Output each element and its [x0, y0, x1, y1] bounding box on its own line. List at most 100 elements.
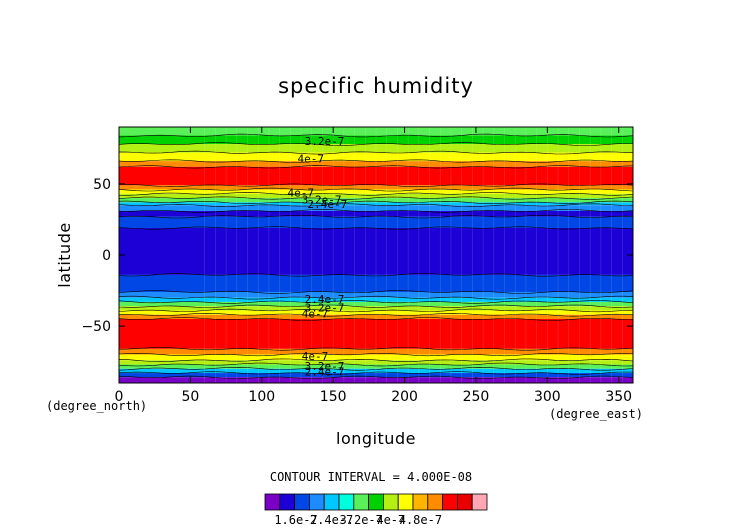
colorbar-swatch: [442, 493, 458, 511]
colorbar-swatch: [427, 493, 443, 511]
humidity-band: [119, 291, 633, 298]
contour-line: [119, 273, 633, 277]
colorbar-swatch: [382, 493, 399, 511]
humidity-band: [119, 135, 633, 145]
contour-line: [119, 371, 633, 375]
humidity-band: [119, 193, 633, 199]
contour-line: [119, 358, 633, 362]
x-tick-label: 0: [115, 389, 124, 405]
humidity-band: [119, 377, 633, 383]
humidity-band: [119, 161, 633, 167]
humidity-band: [119, 166, 633, 186]
contour-labels: 3.2e-74e-74e-73.2e-72.4e-72.4e-73.2e-74e…: [287, 135, 347, 378]
contour-interval-label: CONTOUR INTERVAL = 4.000E-08: [270, 470, 472, 484]
humidity-band: [119, 319, 633, 349]
humidity-band: [119, 144, 633, 153]
contour-label: 2.4e-7: [307, 198, 347, 211]
contour-label: 4e-7: [302, 350, 329, 363]
x-tick-label: 200: [391, 389, 418, 405]
contour-line: [119, 317, 633, 321]
x-tick-label: 350: [605, 389, 632, 405]
x-tick-label: 100: [248, 389, 275, 405]
y-axis-label: latitude: [55, 222, 74, 287]
contour-line: [119, 142, 633, 146]
colorbar-swatch: [308, 493, 325, 511]
contour-line: [119, 183, 633, 188]
humidity-band: [119, 297, 633, 302]
humidity-band: [119, 189, 633, 194]
colorbar-label: 3.2e-7: [340, 513, 383, 527]
colorbar-swatch: [279, 493, 295, 511]
humidity-band: [119, 216, 633, 228]
humidity-band: [119, 127, 633, 136]
contour-label: 3.2e-7: [302, 194, 342, 207]
y-unit-label: (degree_north): [46, 399, 147, 413]
humidity-band: [119, 227, 633, 275]
humidity-band: [119, 348, 633, 355]
x-tick-label: 150: [320, 389, 347, 405]
colorbar-label: 2.4e-7: [310, 513, 353, 527]
contour-label: 4e-7: [297, 152, 324, 165]
contour-label: 4e-7: [302, 307, 329, 320]
humidity-band: [119, 185, 633, 190]
contour-label: 3.2e-7: [305, 135, 345, 148]
contour-line: [119, 308, 633, 313]
contour-line: [119, 226, 633, 230]
contour-line: [119, 209, 633, 213]
contour-line: [119, 312, 633, 317]
x-tick-label: 50: [181, 389, 199, 405]
contour-line: [119, 187, 633, 192]
humidity-band: [119, 364, 633, 369]
x-unit-label: (degree_east): [549, 407, 643, 421]
x-axis-label: longitude: [336, 429, 416, 448]
colorbar-label: 1.6e-7: [274, 513, 317, 527]
humidity-band: [119, 198, 633, 203]
colorbar-swatch: [368, 493, 384, 511]
contour-line: [119, 290, 633, 294]
colorbar-swatch: [338, 493, 355, 511]
contour-line: [119, 352, 633, 357]
humidity-band: [119, 205, 633, 211]
colorbar-swatch: [264, 493, 281, 511]
x-tick-label: 250: [463, 389, 490, 405]
y-tick-label: 0: [102, 248, 111, 264]
contour-line: [119, 192, 633, 196]
contour-line: [119, 362, 633, 367]
humidity-band: [119, 210, 633, 217]
contour-line: [119, 150, 633, 155]
colorbar-swatch: [412, 493, 429, 511]
contour-line: [119, 203, 633, 208]
humidity-bands: [119, 127, 633, 383]
humidity-band: [119, 354, 633, 361]
humidity-band: [119, 202, 633, 206]
colorbar-label: 4e-7: [376, 513, 405, 527]
contour-line: [119, 295, 633, 300]
contour-line: [119, 366, 633, 371]
humidity-band: [119, 274, 633, 292]
colorbar-swatch: [294, 493, 310, 511]
colorbar-swatch: [397, 493, 414, 511]
contour-line: [119, 375, 633, 379]
contour-line: [119, 347, 633, 351]
contour-line: [119, 214, 633, 219]
humidity-band: [119, 310, 633, 315]
y-axis-ticks: −50 0 50: [81, 177, 633, 335]
contour-label: 3.2e-7: [305, 360, 345, 373]
contour-line: [119, 159, 633, 163]
contour-line: [119, 304, 633, 308]
contour-label: 3.2e-7: [305, 302, 345, 315]
colorbar-swatch: [353, 493, 369, 511]
contour-line: [119, 300, 633, 304]
y-tick-label: −50: [81, 319, 111, 335]
colorbar-labels: 1.6e-72.4e-73.2e-74e-74.8e-7: [274, 513, 442, 527]
contour-line: [119, 196, 633, 200]
colorbar: [264, 493, 488, 511]
humidity-band: [119, 360, 633, 365]
humidity-band: [119, 301, 633, 307]
plot-area: 3.2e-74e-74e-73.2e-72.4e-72.4e-73.2e-74e…: [118, 126, 634, 384]
contour-line: [119, 200, 633, 205]
x-axis-ticks: 0 50 100 150 200 250 300 350: [115, 127, 632, 405]
contour-label: 2.4e-7: [305, 293, 345, 306]
colorbar-swatch: [471, 493, 488, 511]
humidity-band: [119, 314, 633, 319]
